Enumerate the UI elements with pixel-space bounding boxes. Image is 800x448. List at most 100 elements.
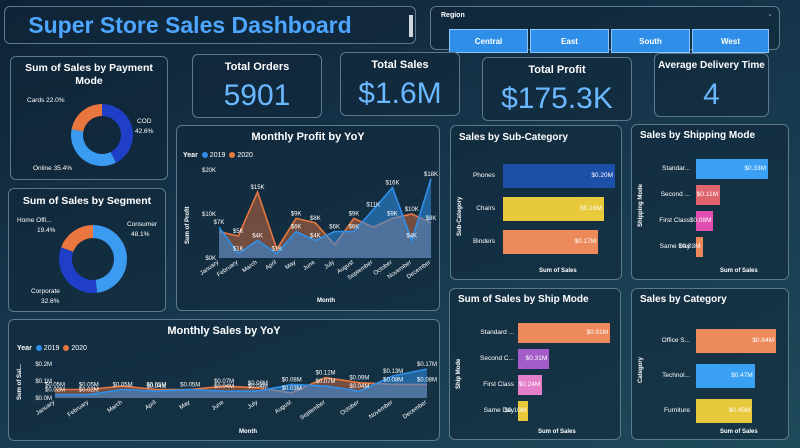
bar-chairs[interactable]	[503, 197, 604, 221]
data-label: $0.13M	[383, 369, 403, 375]
bar-binders[interactable]	[503, 230, 599, 254]
bar-value-label: $0.47M	[731, 372, 753, 379]
subcategory-y-axis: Sub-Category	[457, 196, 463, 236]
subcategory-title: Sales by Sub-Category	[459, 132, 568, 143]
subcategory-card: Sales by Sub-Category Sub-Category Sum o…	[450, 125, 622, 280]
bar-second-c-[interactable]	[518, 349, 550, 369]
x-tick-label: July	[324, 260, 336, 271]
bar-technol-[interactable]	[696, 364, 755, 388]
payment-slice-cod[interactable]	[102, 104, 133, 163]
region-label: Region	[441, 12, 465, 19]
subcategory-x-axis: Sum of Sales	[539, 268, 577, 274]
chevron-down-icon[interactable]: ⌄	[767, 11, 773, 18]
x-tick-label: December	[402, 400, 428, 421]
bar-category-label: First Class	[483, 381, 514, 388]
region-west-button[interactable]: West	[692, 29, 769, 53]
data-label: $0.05M	[180, 383, 200, 389]
data-label: $1K	[233, 247, 244, 253]
legend-2020: 2020	[237, 152, 253, 159]
bar-standar-[interactable]	[696, 159, 768, 179]
data-label: $0.05M	[113, 383, 133, 389]
payment-label-cod: COD	[137, 118, 152, 125]
bar-value-label: $0.11M	[696, 191, 718, 198]
bar-category-label: Second ...	[660, 191, 690, 198]
segment-donut	[59, 225, 127, 293]
kpi-total-sales: Total Sales $1.6M	[340, 52, 460, 116]
kpi-label: Total Profit	[528, 64, 586, 76]
bar-category-label: Same Day	[483, 407, 514, 414]
data-label: $0.04M	[214, 384, 234, 390]
line-series-2019[interactable]	[55, 368, 428, 396]
bar-category-label: Office S...	[661, 337, 690, 344]
data-label: $7K	[214, 220, 225, 226]
bar-furniture[interactable]	[696, 399, 753, 423]
data-label: $0.09M	[349, 376, 369, 382]
payment-slice-cards[interactable]	[71, 104, 102, 132]
bar-value-label: $0.24M	[518, 381, 541, 388]
bar-standard-[interactable]	[518, 323, 610, 343]
data-label: $0.04M	[146, 384, 166, 390]
segment-slice-home-office[interactable]	[61, 225, 93, 252]
x-tick-label: March	[242, 260, 259, 274]
bar-same-day[interactable]	[518, 401, 529, 421]
segment-slice-corporate[interactable]	[59, 247, 98, 293]
line-series-2020[interactable]	[55, 376, 427, 394]
segment-label-corporate-pct: 32.6%	[41, 298, 60, 305]
data-label: $0.08M	[282, 377, 302, 383]
shipping-mode-title: Sales by Shipping Mode	[640, 130, 756, 141]
monthly-profit-legend: Year 2019 2020	[183, 152, 253, 159]
bar-category-label: Same Day	[659, 243, 690, 250]
payment-mode-card: Sum of Sales by Payment Mode Cards 22.0%…	[10, 56, 168, 180]
bar-value-label: $0.08M	[689, 217, 712, 224]
x-tick-label: April	[265, 260, 278, 272]
payment-label-cod-pct: 42.6%	[135, 128, 154, 135]
bar-value-label: $0.10M	[504, 407, 527, 414]
data-label: $0.05M	[79, 383, 99, 389]
bar-office-s-[interactable]	[696, 329, 776, 353]
title-cursor	[409, 15, 413, 37]
region-central-button[interactable]: Central	[449, 29, 528, 53]
y-tick-label: $0.1M	[35, 379, 52, 385]
bar-category-label: Phones	[472, 172, 495, 179]
line-series-2019[interactable]	[218, 178, 432, 255]
x-tick-label: January	[35, 400, 56, 417]
data-label: $4K	[310, 233, 321, 239]
kpi-total-orders: Total Orders 5901	[192, 54, 322, 118]
region-east-button[interactable]: East	[530, 29, 609, 53]
data-label: $9K	[349, 211, 360, 217]
monthly-sales-title: Monthly Sales by YoY	[167, 325, 281, 337]
monthly-sales-legend: Year 2019 2020	[17, 345, 87, 352]
bar-category-label: Furniture	[663, 407, 690, 414]
legend-2019: 2019	[209, 152, 226, 159]
bar-value-label: $0.18M	[580, 205, 602, 212]
bar-category-label: Chairs	[476, 205, 495, 212]
region-south-button[interactable]: South	[611, 29, 690, 53]
data-label: $4K	[406, 233, 417, 239]
profit-x-label: Month	[317, 298, 335, 304]
segment-slice-consumer[interactable]	[93, 225, 127, 293]
monthly-profit-title: Monthly Profit by YoY	[251, 131, 365, 143]
kpi-value: 5901	[223, 79, 291, 112]
x-tick-label: June	[302, 259, 317, 272]
bar-first-class[interactable]	[696, 211, 714, 231]
region-slicer[interactable]: Region ⌄ Central East South West	[430, 6, 780, 53]
data-label: $6K	[349, 225, 360, 231]
segment-label-home: Home Offi...	[17, 217, 52, 224]
data-label: $0.04M	[248, 384, 268, 390]
segment-card: Sum of Sales by Segment Home Offi... 19.…	[8, 188, 166, 312]
shipping-mode-y-axis: Shipping Mode	[638, 184, 644, 227]
data-label: $18K	[424, 172, 438, 178]
bar-phones[interactable]	[503, 164, 615, 188]
x-tick-label: July	[247, 400, 259, 411]
legend-year-label: Year	[17, 345, 32, 352]
bar-first-class[interactable]	[518, 375, 543, 395]
kpi-label: Average Delivery Time	[658, 60, 765, 71]
bar-same-day[interactable]	[696, 237, 703, 257]
sales-x-label: Month	[239, 429, 257, 435]
bar-category-label: Binders	[472, 238, 495, 245]
payment-slice-online[interactable]	[71, 129, 116, 166]
ship-mode-x-axis: Sum of Sales	[538, 429, 576, 435]
data-label: $9K	[387, 211, 398, 217]
category-card: Sales by Category Category Sum of Sales …	[631, 288, 789, 440]
bar-second-[interactable]	[696, 185, 720, 205]
